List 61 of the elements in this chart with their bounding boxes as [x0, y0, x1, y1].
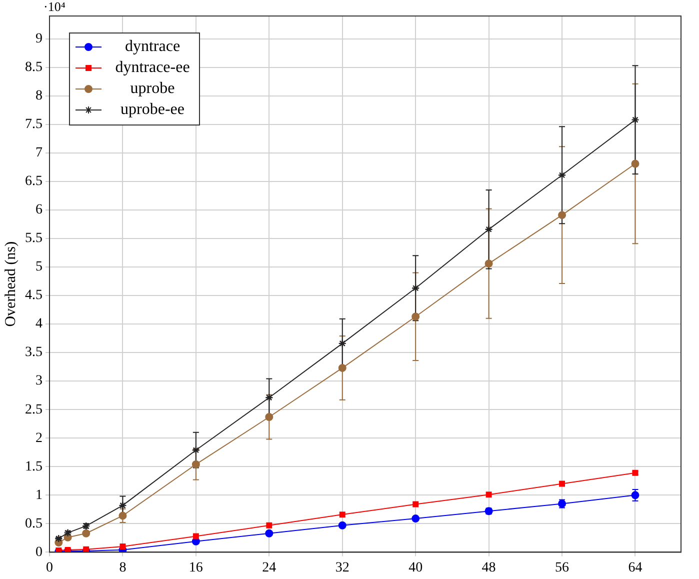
point [265, 394, 274, 402]
point [192, 460, 200, 468]
point [412, 501, 419, 508]
y-tick-label: 1 [36, 488, 42, 503]
x-tick-label: 16 [188, 560, 203, 576]
point [558, 211, 566, 220]
x-tick-label: 56 [555, 560, 570, 576]
legend-label: dyntrace [124, 38, 180, 56]
x-tick-label: 24 [262, 560, 276, 576]
y-tick-label: 0.5 [25, 516, 42, 532]
y-tick-label: 7 [36, 146, 42, 161]
y-tick-label: 8.5 [25, 60, 42, 76]
point [411, 284, 420, 292]
y-tick-label: 8 [36, 88, 42, 104]
point [120, 544, 126, 550]
point [339, 512, 346, 518]
point [558, 171, 566, 180]
y-tick-label: 4 [36, 316, 42, 332]
y-tick-label: 4.5 [25, 288, 42, 304]
point [118, 501, 127, 510]
y-tick-label: 0 [36, 544, 42, 560]
text: ·10⁴ [44, 0, 66, 14]
y-tick-label: 3 [36, 374, 42, 389]
y-axis-title: Overhead (ns) [2, 241, 19, 327]
point [338, 339, 346, 348]
point [486, 492, 492, 498]
y-tick-label: 7.5 [25, 117, 42, 132]
point [192, 446, 200, 454]
y-tick-label: 9 [36, 31, 42, 46]
x-tick-label: 8 [119, 560, 126, 576]
point [265, 529, 274, 538]
x-tick-label: 64 [628, 560, 642, 576]
point [631, 116, 640, 124]
legend-label: uprobe-ee [120, 101, 184, 118]
y-tick-label: 3.5 [25, 345, 42, 360]
point [559, 480, 565, 487]
legend-label: uprobe [130, 80, 175, 98]
point [484, 260, 493, 268]
point [631, 491, 640, 500]
point [266, 522, 272, 528]
point [338, 364, 346, 372]
point [412, 312, 420, 321]
y-tick-label: 1.5 [25, 459, 42, 474]
legend-label: dyntrace-ee [115, 59, 190, 76]
y-tick-label: 6 [36, 202, 42, 218]
point [64, 528, 72, 537]
point [265, 413, 274, 422]
point [484, 225, 493, 234]
point [118, 512, 127, 520]
point [338, 521, 346, 530]
y-tick-label: 6.5 [25, 174, 42, 190]
x-tick-label: 40 [408, 560, 423, 576]
x-tick-label: 0 [46, 560, 53, 576]
point [192, 533, 199, 540]
y-tick-label: 2 [36, 430, 42, 446]
point [631, 160, 640, 168]
y-tick-label: 5.5 [25, 231, 42, 246]
x-tick-label: 48 [482, 560, 496, 576]
y-tick-label: 5 [36, 260, 42, 275]
x-tick-label: 32 [335, 560, 350, 576]
y-tick-label: 2.5 [25, 402, 42, 418]
